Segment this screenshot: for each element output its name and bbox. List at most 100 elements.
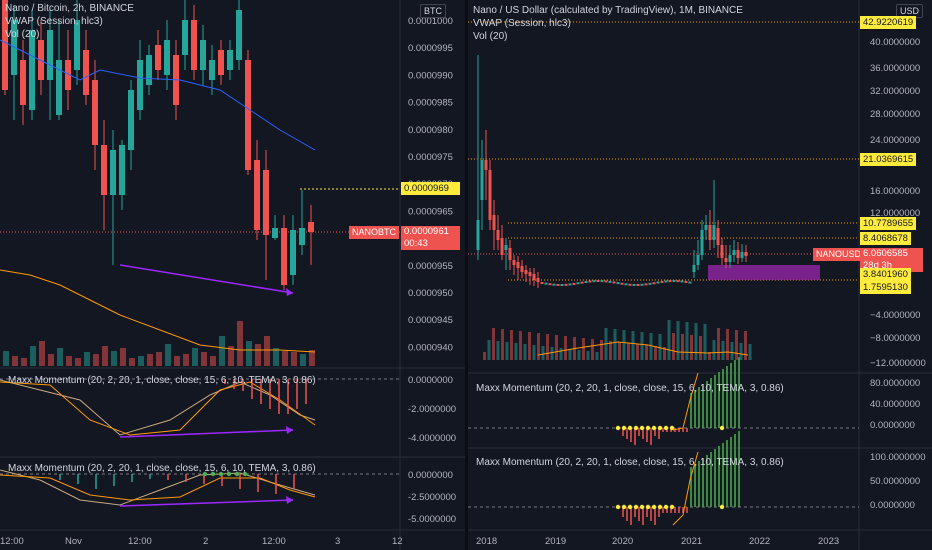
right-volume-bar	[577, 350, 581, 360]
right-volume-bar	[514, 343, 518, 360]
left-ind1-title[interactable]: Maxx Momentum (20, 2, 20, 1, close, clos…	[8, 375, 316, 386]
right-candle-body	[484, 160, 488, 170]
right-candle-body	[608, 280, 612, 283]
right-volume-bar	[726, 329, 729, 360]
right-vwap-legend[interactable]: VWAP (Session, hlc3)	[473, 18, 571, 29]
right-ind2-dot	[719, 504, 725, 510]
right-tag-3: 3.8401960	[860, 268, 911, 281]
left-price-axis-label: 0.0000980	[408, 125, 453, 136]
right-candle-body	[536, 278, 540, 282]
left-ind1-divergence-line	[119, 429, 294, 438]
left-chart-panel[interactable]: 0.0001000 0.0000995 0.0000990 0.0000985 0.00…	[0, 0, 465, 550]
right-price-axis-label: 12.0000000	[870, 208, 920, 219]
right-volume-bar	[582, 338, 585, 360]
right-volume-bar	[685, 322, 689, 360]
left-volume-bar	[255, 344, 261, 366]
right-time-axis-label: 2022	[749, 536, 770, 547]
left-vwap-legend[interactable]: VWAP (Session, hlc3)	[5, 16, 103, 27]
left-volume-bar	[138, 356, 144, 366]
right-candle-body	[644, 283, 648, 286]
right-candle-body	[692, 265, 696, 272]
right-volume-bar	[492, 328, 495, 360]
left-symbol-label: NANOBTC	[349, 226, 400, 239]
left-candle-body	[308, 222, 314, 232]
right-candle-body	[676, 280, 680, 283]
left-volume-bar	[12, 356, 18, 366]
right-volume-bar	[708, 352, 711, 360]
right-candle-body	[492, 215, 496, 230]
left-price-axis-label: 0.0000955	[408, 261, 453, 272]
right-ind1-dot	[645, 425, 651, 431]
right-candle-body	[564, 283, 568, 286]
right-price-axis-label: 32.0000000	[870, 86, 920, 97]
right-candle-body	[740, 252, 744, 258]
left-currency-badge[interactable]: BTC	[420, 4, 446, 18]
right-time-axis-label: 2019	[545, 536, 566, 547]
right-candle-body	[496, 230, 500, 240]
left-chart-title[interactable]: Nano / Bitcoin, 2h, BINANCE	[5, 3, 134, 14]
right-ind2-dot	[669, 504, 675, 510]
right-volume-bar	[681, 334, 684, 360]
right-time-axis-label: 2020	[612, 536, 633, 547]
right-candle-body	[532, 274, 536, 280]
right-ind2-dot	[639, 504, 645, 510]
right-volume-bar	[600, 340, 603, 360]
right-candle-body	[508, 248, 512, 260]
right-volume-bar	[487, 340, 491, 360]
right-volume-bar	[501, 329, 504, 360]
right-volume-bar	[613, 329, 617, 360]
right-candle-body	[616, 282, 620, 285]
right-chart-title[interactable]: Nano / US Dollar (calculated by TradingV…	[473, 5, 743, 16]
left-volume-bar	[282, 351, 288, 366]
left-ind2-axis-label: -5.0000000	[408, 514, 456, 525]
right-candle-body	[668, 280, 672, 283]
left-volume-bar	[147, 354, 153, 366]
right-price-axis-label: 28.0000000	[870, 109, 920, 120]
right-volume-bar	[712, 340, 716, 360]
left-candle-body	[299, 228, 305, 245]
right-candle-body	[576, 282, 580, 285]
panel-divider[interactable]	[465, 0, 468, 550]
right-candle-body	[592, 280, 596, 283]
right-volume-bar	[739, 343, 743, 360]
left-price-axis-label: 0.0001000	[408, 16, 453, 27]
left-vol-legend[interactable]: Vol (20)	[5, 29, 40, 40]
right-chart-panel[interactable]: 40.0000000 36.0000000 32.0000000 28.0000000…	[468, 0, 932, 550]
left-volume-bar	[21, 358, 27, 366]
right-candle-body	[680, 280, 684, 283]
right-volume-bar	[703, 324, 707, 360]
right-candle-body	[500, 238, 504, 255]
left-ind2-axis-label: 0.0000000	[408, 470, 453, 481]
left-volume-bar	[192, 348, 198, 366]
left-volume-bars	[3, 321, 315, 366]
right-volume-bar	[537, 333, 540, 360]
left-candle-body	[191, 20, 197, 70]
right-price-axis-label: 16.0000000	[870, 186, 920, 197]
right-volume-bar	[532, 345, 536, 360]
left-volume-bar	[120, 348, 126, 366]
left-volume-bar	[66, 356, 72, 366]
right-ind2-title[interactable]: Maxx Momentum (20, 2, 20, 1, close, clos…	[476, 457, 784, 468]
right-candle-body	[724, 258, 728, 262]
left-volume-bar	[309, 350, 315, 366]
left-candle-body	[83, 50, 89, 95]
right-ind1-title[interactable]: Maxx Momentum (20, 2, 20, 1, close, clos…	[476, 383, 784, 394]
right-volume-bar	[649, 333, 653, 360]
left-volume-bar	[57, 348, 63, 366]
left-ind2-divergence-line	[119, 499, 294, 507]
right-candle-body	[504, 245, 508, 250]
right-vol-legend[interactable]: Vol (20)	[473, 31, 508, 42]
left-ind2-dot	[218, 471, 224, 477]
left-ind2-title[interactable]: Maxx Momentum (20, 2, 20, 1, close, clos…	[8, 463, 316, 474]
left-price-axis-label: 0.0000985	[408, 98, 453, 109]
left-ind2-dot	[226, 471, 232, 477]
left-candle-body	[290, 230, 296, 275]
right-time-axis-label: 2023	[818, 536, 839, 547]
right-candle-body	[636, 283, 640, 286]
right-volume-bar	[510, 330, 513, 360]
left-volume-bar	[174, 356, 180, 366]
left-price-axis-label: 0.0000965	[408, 206, 453, 217]
right-ind2-axis-label: 50.0000000	[870, 476, 920, 487]
right-ind2-dot	[651, 504, 657, 510]
right-candle-body	[708, 225, 712, 240]
